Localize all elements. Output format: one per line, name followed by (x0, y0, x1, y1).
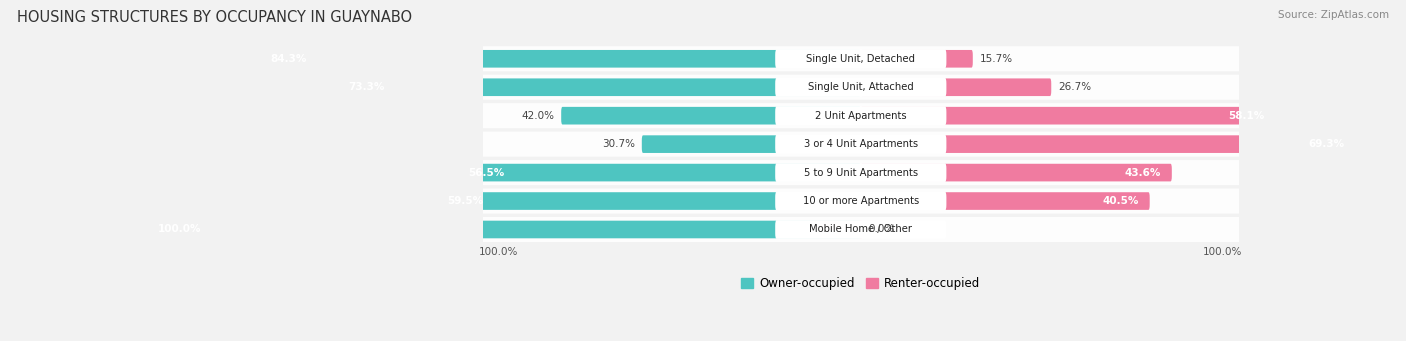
FancyBboxPatch shape (775, 163, 946, 182)
FancyBboxPatch shape (479, 46, 1243, 71)
Text: 84.3%: 84.3% (270, 54, 307, 64)
FancyBboxPatch shape (860, 164, 1171, 181)
Text: Mobile Home / Other: Mobile Home / Other (810, 224, 912, 235)
FancyBboxPatch shape (479, 217, 1243, 242)
Text: 10 or more Apartments: 10 or more Apartments (803, 196, 920, 206)
FancyBboxPatch shape (860, 135, 1355, 153)
Text: 69.3%: 69.3% (1309, 139, 1344, 149)
Text: 42.0%: 42.0% (522, 111, 554, 121)
FancyBboxPatch shape (479, 132, 1243, 157)
Text: Single Unit, Attached: Single Unit, Attached (808, 82, 914, 92)
Text: 100.0%: 100.0% (1204, 247, 1243, 257)
Text: 5 to 9 Unit Apartments: 5 to 9 Unit Apartments (804, 167, 918, 178)
Text: 100.0%: 100.0% (479, 247, 519, 257)
FancyBboxPatch shape (860, 50, 973, 68)
FancyBboxPatch shape (479, 160, 1243, 185)
Text: 59.5%: 59.5% (447, 196, 484, 206)
FancyBboxPatch shape (337, 78, 860, 96)
FancyBboxPatch shape (479, 103, 1243, 128)
Text: 56.5%: 56.5% (468, 167, 505, 178)
FancyBboxPatch shape (860, 192, 1150, 210)
Text: 26.7%: 26.7% (1059, 82, 1091, 92)
Text: 73.3%: 73.3% (349, 82, 385, 92)
Text: 2 Unit Apartments: 2 Unit Apartments (815, 111, 907, 121)
FancyBboxPatch shape (458, 164, 860, 181)
Text: 43.6%: 43.6% (1125, 167, 1161, 178)
Text: 0.0%: 0.0% (868, 224, 894, 235)
Text: 3 or 4 Unit Apartments: 3 or 4 Unit Apartments (804, 139, 918, 149)
FancyBboxPatch shape (775, 192, 946, 210)
Legend: Owner-occupied, Renter-occupied: Owner-occupied, Renter-occupied (737, 272, 986, 295)
FancyBboxPatch shape (641, 135, 860, 153)
Text: 40.5%: 40.5% (1102, 196, 1139, 206)
FancyBboxPatch shape (148, 221, 860, 238)
FancyBboxPatch shape (479, 189, 1243, 213)
FancyBboxPatch shape (860, 78, 1052, 96)
FancyBboxPatch shape (775, 220, 946, 239)
Text: 58.1%: 58.1% (1229, 111, 1264, 121)
FancyBboxPatch shape (775, 49, 946, 68)
FancyBboxPatch shape (260, 50, 860, 68)
FancyBboxPatch shape (860, 107, 1275, 124)
Text: 30.7%: 30.7% (602, 139, 634, 149)
FancyBboxPatch shape (561, 107, 860, 124)
FancyBboxPatch shape (775, 106, 946, 125)
FancyBboxPatch shape (775, 135, 946, 153)
Text: 100.0%: 100.0% (157, 224, 201, 235)
FancyBboxPatch shape (859, 221, 862, 238)
Text: HOUSING STRUCTURES BY OCCUPANCY IN GUAYNABO: HOUSING STRUCTURES BY OCCUPANCY IN GUAYN… (17, 10, 412, 25)
Text: 15.7%: 15.7% (980, 54, 1014, 64)
FancyBboxPatch shape (479, 75, 1243, 100)
Text: Single Unit, Detached: Single Unit, Detached (806, 54, 915, 64)
FancyBboxPatch shape (775, 78, 946, 97)
Text: Source: ZipAtlas.com: Source: ZipAtlas.com (1278, 10, 1389, 20)
FancyBboxPatch shape (436, 192, 860, 210)
